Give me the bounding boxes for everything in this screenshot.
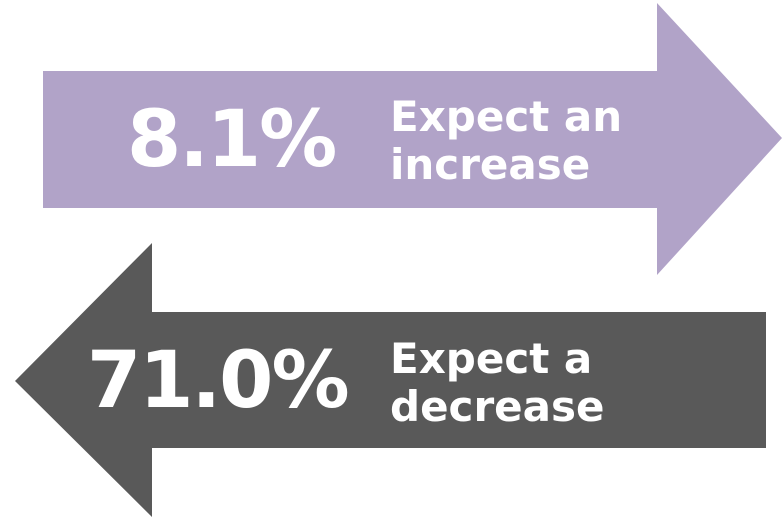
increase-label-line2: increase xyxy=(390,140,591,189)
decrease-percent: 71.0% xyxy=(87,336,350,426)
decrease-arrow-shape xyxy=(15,243,766,517)
increase-label-line1: Expect an xyxy=(390,92,623,141)
decrease-label-line1: Expect a xyxy=(390,334,593,383)
increase-label: Expect an increase xyxy=(390,93,622,189)
decrease-label-line2: decrease xyxy=(390,382,605,431)
increase-arrow-shape xyxy=(43,3,782,275)
increase-percent: 8.1% xyxy=(127,95,337,185)
decrease-label: Expect a decrease xyxy=(390,335,604,431)
